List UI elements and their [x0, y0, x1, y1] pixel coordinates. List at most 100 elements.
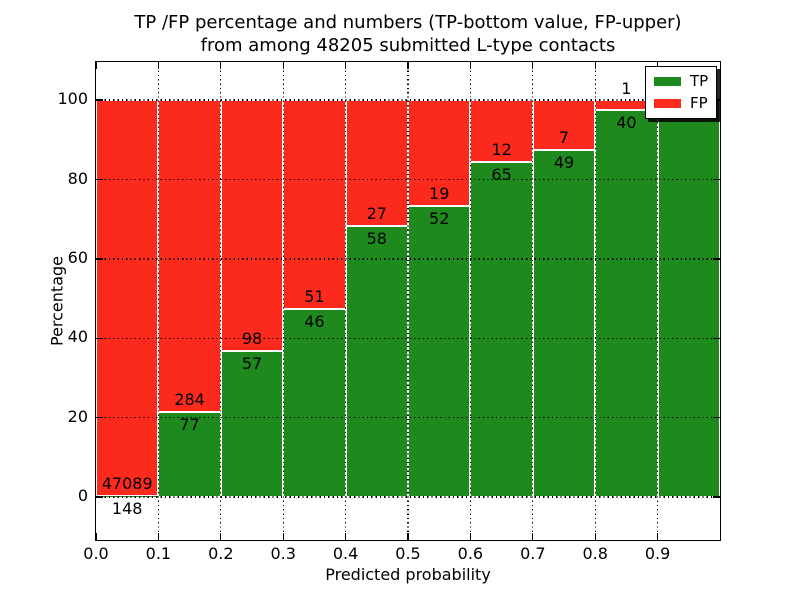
y-tick	[713, 496, 720, 498]
bar-segment-fp	[470, 100, 533, 162]
x-tick	[407, 62, 409, 69]
x-tick	[656, 533, 659, 540]
fp-count-label: 47089	[101, 473, 153, 493]
bar-segment-fp	[158, 100, 221, 413]
bar-segment-tp	[532, 149, 596, 498]
chart-title-line1: TP /FP percentage and numbers (TP-bottom…	[134, 12, 682, 33]
y-tick	[96, 496, 103, 498]
y-tick	[713, 337, 720, 339]
y-tick-label: 20	[67, 406, 88, 426]
x-axis-label: Predicted probability	[325, 565, 491, 584]
y-tick-label: 80	[67, 168, 88, 188]
legend-label-tp: TP	[690, 72, 709, 90]
x-tick	[344, 62, 347, 69]
x-tick-label: 0.2	[208, 544, 234, 563]
x-tick-label: 0.0	[83, 544, 109, 563]
y-tick	[713, 258, 720, 260]
fp-count-label: 27	[366, 204, 387, 224]
x-tick	[532, 62, 534, 69]
fp-count-label: 12	[491, 139, 512, 159]
x-gridline	[594, 62, 596, 540]
bar-segment-fp	[220, 100, 284, 352]
y-tick	[713, 417, 720, 419]
fp-count-label: 19	[429, 184, 450, 204]
tp-count-label: 65	[491, 164, 512, 184]
tp-count-label: 57	[241, 354, 263, 374]
bar-segment-fp	[283, 100, 346, 309]
x-gridline	[469, 62, 472, 540]
fp-count-label: 1	[621, 79, 632, 99]
tp-count-label: 52	[429, 209, 450, 229]
x-tick	[344, 533, 347, 540]
legend-entry-fp: FP	[654, 96, 708, 111]
y-tick	[96, 258, 103, 260]
fp-count-label: 284	[174, 390, 205, 410]
x-gridline	[220, 62, 222, 540]
x-tick	[220, 533, 222, 540]
x-tick-label: 0.1	[145, 544, 172, 563]
tp-count-label: 46	[304, 311, 325, 331]
bar-segment-fp	[408, 100, 471, 207]
bar-segment-tp	[657, 100, 720, 498]
fp-count-label: 7	[558, 127, 570, 147]
x-tick	[594, 533, 596, 540]
x-gridline	[407, 62, 409, 540]
x-tick	[282, 533, 284, 540]
y-tick-label: 0	[77, 486, 88, 506]
legend-swatch-tp	[654, 77, 681, 86]
y-tick-label: 60	[67, 247, 88, 267]
x-tick	[656, 62, 659, 69]
x-gridline	[282, 62, 284, 540]
x-gridline	[532, 62, 534, 540]
chart-title: TP /FP percentage and numbers (TP-bottom…	[96, 11, 720, 57]
x-tick-label: 0.9	[644, 544, 671, 563]
bar-segment-tp	[595, 109, 658, 498]
x-tick-label: 0.6	[457, 544, 484, 563]
fp-count-label: 51	[304, 286, 325, 306]
x-tick	[469, 533, 472, 540]
legend-entry-tp: TP	[654, 74, 708, 89]
x-tick-label: 0.4	[332, 544, 359, 563]
x-tick-label: 0.7	[520, 544, 546, 563]
x-tick	[157, 533, 160, 540]
y-tick	[713, 178, 720, 181]
y-tick-label: 100	[57, 89, 88, 109]
bar-segment-tp	[470, 161, 533, 498]
bar-segment-fp	[96, 100, 159, 496]
tp-count-label: 40	[616, 112, 637, 132]
x-tick	[220, 62, 222, 69]
fp-count-label: 98	[241, 329, 263, 349]
y-tick	[96, 337, 103, 339]
y-tick	[96, 178, 103, 181]
tp-count-label: 77	[179, 415, 200, 435]
x-tick	[282, 62, 284, 69]
x-tick	[469, 62, 472, 69]
x-tick	[95, 533, 97, 540]
chart-title-line2: from among 48205 submitted L-type contac…	[200, 35, 616, 56]
x-gridline	[344, 62, 347, 540]
legend-swatch-fp	[654, 99, 681, 108]
x-tick-label: 0.8	[582, 544, 608, 563]
bar-segment-fp	[345, 100, 408, 227]
bar-segment-tp	[408, 206, 471, 498]
bar-segment-tp	[345, 226, 408, 498]
legend-label-fp: FP	[690, 94, 708, 112]
y-tick-label: 40	[67, 327, 88, 347]
x-tick	[157, 62, 160, 69]
x-tick	[532, 533, 534, 540]
bar-segment-tp	[158, 412, 221, 498]
x-gridline	[157, 62, 160, 540]
x-tick	[407, 533, 409, 540]
x-tick	[594, 62, 596, 69]
plot-area: 4708914828477985751462758195212657491402…	[95, 61, 721, 541]
x-tick-label: 0.5	[395, 544, 421, 563]
tp-count-label: 148	[111, 498, 143, 518]
x-tick	[95, 62, 97, 69]
tp-count-label: 49	[553, 152, 575, 172]
y-tick	[96, 99, 103, 101]
bar-segment-tp	[283, 308, 346, 498]
x-gridline	[656, 62, 659, 540]
y-tick	[96, 417, 103, 419]
tp-count-label: 58	[366, 229, 387, 249]
